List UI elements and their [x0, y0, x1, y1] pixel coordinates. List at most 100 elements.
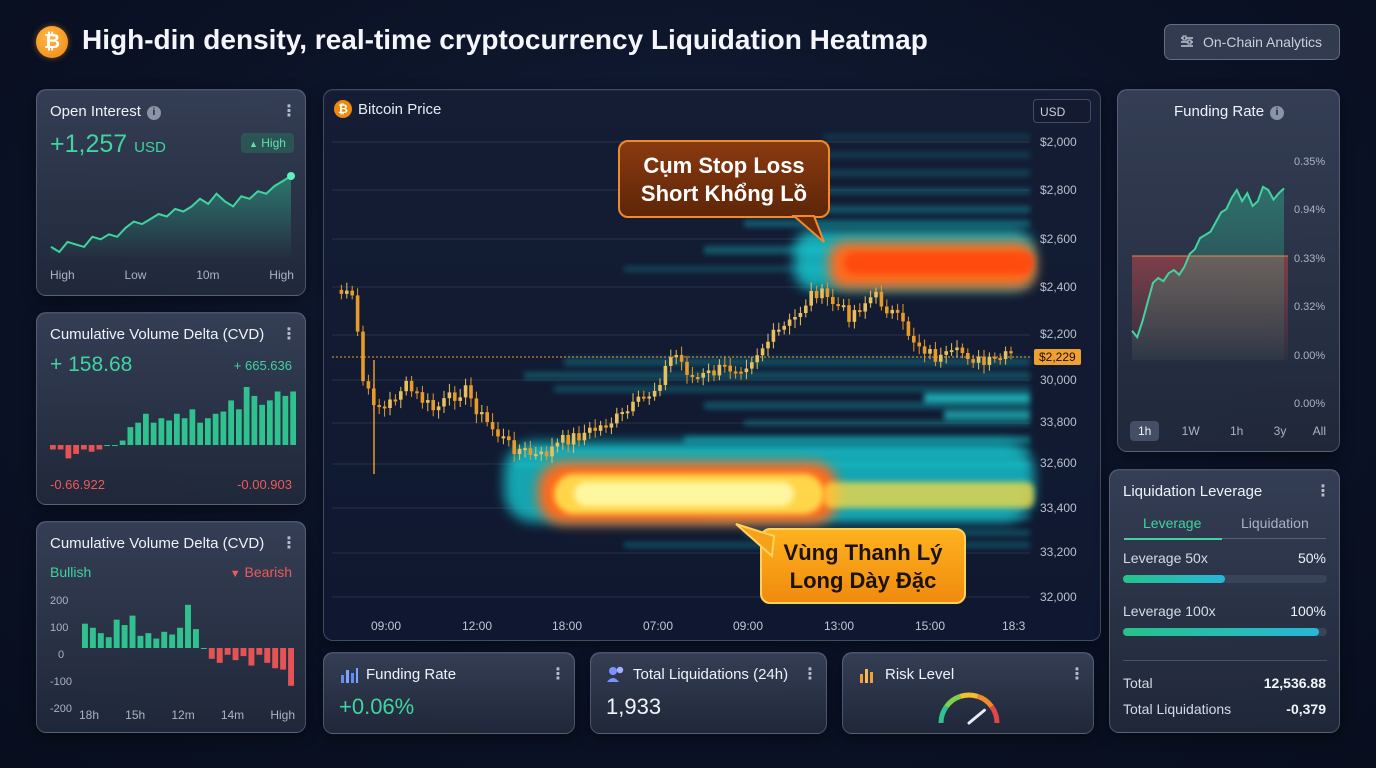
heat-band: [554, 386, 1030, 392]
leverage-progress-fill: [1123, 628, 1319, 636]
heat-band: [744, 420, 1030, 426]
candle-body: [885, 306, 889, 314]
funding-rate-title-text: Funding Rate: [1174, 103, 1265, 120]
tab-1w[interactable]: 1W: [1181, 424, 1200, 438]
oi-line: [50, 175, 292, 254]
cvd2-bar: [137, 635, 144, 648]
users-icon: [607, 666, 624, 682]
candle-body: [404, 380, 408, 392]
heat-band: [744, 220, 1030, 227]
candle-body: [399, 391, 403, 400]
cvd-bar: [127, 427, 134, 445]
price-label: $2,600: [1040, 232, 1077, 246]
callout-line: Long Dày Đặc: [789, 568, 937, 593]
more-menu-icon[interactable]: ⋮: [802, 666, 818, 683]
candle-body: [507, 436, 511, 441]
candle-body: [615, 413, 619, 424]
candle-body: [420, 392, 425, 403]
candle-body: [782, 325, 786, 330]
callout-line: Vùng Thanh Lý: [783, 540, 943, 565]
candle-body: [982, 356, 986, 365]
funding-area: [1132, 186, 1284, 360]
x-axis-label: High: [50, 268, 75, 282]
on-chain-analytics-button[interactable]: On-Chain Analytics: [1164, 24, 1340, 60]
cvd2-bar: [82, 623, 88, 648]
more-menu-icon[interactable]: ⋮: [281, 103, 297, 120]
candle-body: [512, 440, 516, 455]
candle-body: [949, 350, 954, 353]
candle-body: [566, 434, 570, 445]
open-interest-x-axis: High Low 10m High: [50, 268, 294, 282]
candle-body: [355, 295, 360, 332]
candle-body: [917, 342, 921, 347]
triangle-up-icon: ▲: [249, 139, 258, 149]
candle-body: [1003, 351, 1008, 360]
price-label: $2,400: [1040, 280, 1077, 294]
cvd-bar: [104, 445, 110, 446]
cvd2-bar: [264, 648, 271, 663]
candle-body: [415, 391, 419, 394]
cvd2-bar: [97, 633, 104, 648]
candle-body: [809, 290, 813, 306]
cvd2-bar: [208, 648, 215, 659]
candle-body: [685, 361, 689, 375]
candle-body: [544, 451, 549, 457]
tab-liquidation[interactable]: Liquidation: [1241, 515, 1309, 531]
cvd2-bar: [145, 633, 152, 648]
candle-body: [858, 310, 862, 313]
candle-body: [620, 412, 624, 415]
cvd2-bar: [256, 648, 263, 655]
more-menu-icon[interactable]: ⋮: [550, 666, 566, 683]
open-interest-value: +1,257 USD: [50, 130, 166, 159]
currency-selector[interactable]: USD: [1033, 99, 1091, 123]
candle-body: [863, 303, 867, 312]
candle-body: [836, 304, 840, 307]
y-axis-label: 100: [50, 622, 69, 634]
candle-body: [739, 371, 743, 374]
cvd-bar: [189, 409, 196, 445]
cvd-bar: [251, 395, 258, 445]
x-axis-label: High: [270, 708, 295, 722]
tab-leverage[interactable]: Leverage: [1143, 515, 1202, 531]
candle-body: [852, 310, 857, 322]
total-value: 12,536.88: [1263, 675, 1326, 691]
candle-body: [388, 399, 392, 409]
cvd2-bar: [272, 648, 279, 669]
bullish-label: Bullish: [50, 564, 92, 580]
cvd-bar: [259, 404, 265, 445]
cvd-bar: [112, 445, 118, 446]
candle-body: [868, 297, 873, 304]
more-menu-icon[interactable]: ⋮: [1315, 483, 1331, 500]
more-menu-icon[interactable]: ⋮: [281, 535, 297, 552]
funding-rate-card: Funding Rate ⋮ +0.06%: [323, 652, 575, 734]
more-menu-icon[interactable]: ⋮: [281, 326, 297, 343]
info-icon[interactable]: i: [1270, 106, 1285, 120]
cvd-bar: [197, 422, 203, 445]
heat-band: [944, 410, 1030, 420]
liquidation-heatmap: [332, 134, 1035, 598]
cvd-bar: [143, 413, 149, 445]
tab-1h[interactable]: 1h: [1130, 421, 1160, 441]
open-interest-chart: [50, 172, 295, 260]
tab-3y[interactable]: 3y: [1273, 424, 1287, 438]
tab-all[interactable]: All: [1312, 424, 1326, 438]
cvd-bar: [135, 422, 141, 445]
candle-body: [609, 423, 614, 428]
sliders-icon: [1181, 35, 1193, 47]
cvd2-bar: [280, 648, 287, 670]
tab-1h-alt[interactable]: 1h: [1229, 424, 1244, 438]
candle-body: [588, 427, 592, 433]
funding-y-axis: 0.35% 0.94% 0.33% 0.32% 0.00% 0.00%: [1294, 138, 1325, 428]
more-menu-icon[interactable]: ⋮: [1069, 666, 1085, 683]
y-axis-label: 200: [50, 595, 69, 607]
currency-label: USD: [1040, 105, 1066, 119]
info-icon[interactable]: i: [146, 106, 161, 120]
y-axis-label: 0.00%: [1294, 398, 1326, 411]
cvd-bottom-right: -0.00.903: [237, 477, 292, 492]
candle-body: [366, 381, 371, 389]
candle-body: [480, 412, 484, 415]
cvd-bar: [50, 445, 56, 450]
cvd-bar: [228, 400, 234, 445]
cvd-bar-chart: [50, 387, 296, 459]
heatmap-area: [324, 90, 1100, 640]
